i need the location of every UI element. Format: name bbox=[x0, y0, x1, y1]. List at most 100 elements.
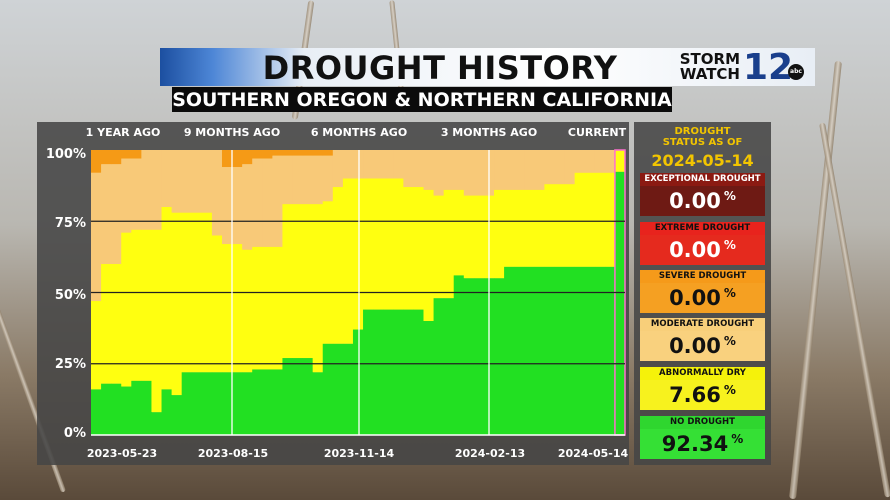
top-label-current: CURRENT bbox=[567, 126, 627, 139]
abc-badge-icon: abc bbox=[788, 64, 804, 80]
bar-no-drought bbox=[181, 372, 193, 435]
bar-moderate-drought bbox=[524, 150, 535, 190]
bar-moderate-drought bbox=[383, 150, 394, 179]
bar-abnormally-dry bbox=[554, 184, 566, 267]
percent-sign: % bbox=[731, 432, 744, 446]
bar-no-drought bbox=[232, 372, 243, 435]
bar-no-drought bbox=[252, 369, 263, 435]
bar-abnormally-dry bbox=[494, 189, 505, 279]
bar-moderate-drought bbox=[91, 172, 102, 302]
bar-no-drought bbox=[423, 321, 435, 435]
bar-abnormally-dry bbox=[272, 246, 283, 370]
bar-abnormally-dry bbox=[232, 244, 243, 373]
status-percent-value: 0.00 bbox=[669, 189, 721, 213]
bar-no-drought bbox=[131, 380, 142, 435]
bar-moderate-drought bbox=[423, 150, 435, 190]
bar-no-drought bbox=[242, 372, 253, 435]
bar-severe-drought bbox=[121, 150, 132, 159]
bar-no-drought bbox=[272, 369, 283, 435]
bar-moderate-drought bbox=[282, 155, 294, 205]
bar-no-drought bbox=[574, 266, 586, 435]
bar-abnormally-dry bbox=[363, 178, 374, 310]
bar-moderate-drought bbox=[262, 158, 273, 247]
bar-moderate-drought bbox=[594, 150, 606, 173]
status-category-value: 92.34% bbox=[640, 429, 765, 459]
bar-moderate-drought bbox=[514, 150, 525, 190]
page-title: DROUGHT HISTORY bbox=[262, 49, 618, 87]
bar-abnormally-dry bbox=[604, 172, 616, 267]
bar-abnormally-dry bbox=[111, 264, 122, 384]
top-label-1-year-ago: 1 YEAR AGO bbox=[85, 126, 161, 139]
status-percent-value: 92.34 bbox=[661, 432, 729, 456]
bar-no-drought bbox=[211, 372, 223, 435]
bar-moderate-drought bbox=[242, 164, 253, 250]
bar-moderate-drought bbox=[302, 155, 314, 205]
bar-no-drought bbox=[494, 278, 505, 435]
status-abnormally-dry: ABNORMALLY DRY 7.66% bbox=[640, 367, 765, 410]
bar-abnormally-dry bbox=[352, 178, 364, 330]
bar-abnormally-dry bbox=[584, 172, 596, 267]
status-percent-value: 0.00 bbox=[669, 334, 721, 358]
bar-abnormally-dry bbox=[242, 249, 253, 373]
bar-moderate-drought bbox=[604, 150, 616, 173]
bar-no-drought bbox=[342, 343, 354, 435]
bar-moderate-drought bbox=[191, 150, 203, 213]
bar-abnormally-dry bbox=[151, 229, 163, 413]
bar-severe-drought bbox=[221, 150, 233, 168]
status-category-value: 0.00% bbox=[640, 283, 765, 313]
y-tick-25: 25% bbox=[54, 357, 86, 372]
bar-severe-drought bbox=[232, 150, 243, 168]
bar-abnormally-dry bbox=[504, 189, 515, 267]
bar-moderate-drought bbox=[171, 150, 183, 213]
bar-severe-drought bbox=[262, 150, 273, 159]
bar-moderate-drought bbox=[181, 150, 193, 213]
status-category-value: 0.00% bbox=[640, 331, 765, 361]
bar-abnormally-dry bbox=[101, 264, 112, 384]
bar-moderate-drought bbox=[131, 158, 142, 230]
bar-severe-drought bbox=[292, 150, 304, 156]
bar-abnormally-dry bbox=[544, 184, 555, 267]
bar-no-drought bbox=[302, 358, 314, 435]
top-label-9-months-ago: 9 MONTHS AGO bbox=[183, 126, 281, 139]
top-label-3-months-ago: 3 MONTHS AGO bbox=[440, 126, 538, 139]
bar-abnormally-dry bbox=[161, 207, 173, 390]
bar-moderate-drought bbox=[232, 167, 243, 245]
bar-moderate-drought bbox=[252, 158, 263, 247]
bar-abnormally-dry bbox=[423, 189, 435, 321]
logo-wordmark: STORM WATCH bbox=[648, 52, 740, 82]
bar-abnormally-dry bbox=[322, 201, 334, 344]
status-percent-value: 0.00 bbox=[669, 238, 721, 262]
bar-moderate-drought bbox=[453, 150, 465, 190]
bar-no-drought bbox=[614, 171, 626, 435]
bar-abnormally-dry bbox=[403, 187, 414, 310]
percent-sign: % bbox=[723, 189, 736, 203]
y-tick-50: 50% bbox=[54, 288, 86, 303]
bar-moderate-drought bbox=[342, 150, 354, 179]
status-percent-value: 0.00 bbox=[669, 286, 721, 310]
status-category-label: SEVERE DROUGHT bbox=[640, 270, 765, 283]
bar-moderate-drought bbox=[312, 155, 324, 205]
bar-abnormally-dry bbox=[614, 150, 626, 172]
bar-no-drought bbox=[524, 266, 535, 435]
bar-moderate-drought bbox=[111, 164, 122, 264]
bar-no-drought bbox=[91, 389, 102, 435]
bar-severe-drought bbox=[91, 150, 102, 173]
x-tick-2023-11-14: 2023-11-14 bbox=[323, 447, 395, 460]
bar-abnormally-dry bbox=[211, 235, 223, 373]
bar-no-drought bbox=[322, 343, 334, 435]
bar-severe-drought bbox=[111, 150, 122, 165]
bar-moderate-drought bbox=[352, 150, 364, 179]
bar-no-drought bbox=[564, 266, 576, 435]
y-tick-0: 0% bbox=[63, 426, 86, 441]
bar-abnormally-dry bbox=[473, 195, 485, 279]
bar-abnormally-dry bbox=[141, 229, 152, 381]
bar-abnormally-dry bbox=[332, 187, 344, 344]
bar-abnormally-dry bbox=[413, 187, 424, 310]
bar-abnormally-dry bbox=[221, 244, 233, 373]
logo-line-2: WATCH bbox=[679, 65, 740, 83]
status-category-value: 0.00% bbox=[640, 186, 765, 216]
bar-no-drought bbox=[443, 298, 455, 435]
bar-no-drought bbox=[373, 309, 384, 435]
bar-no-drought bbox=[141, 380, 152, 435]
bar-moderate-drought bbox=[433, 150, 445, 196]
